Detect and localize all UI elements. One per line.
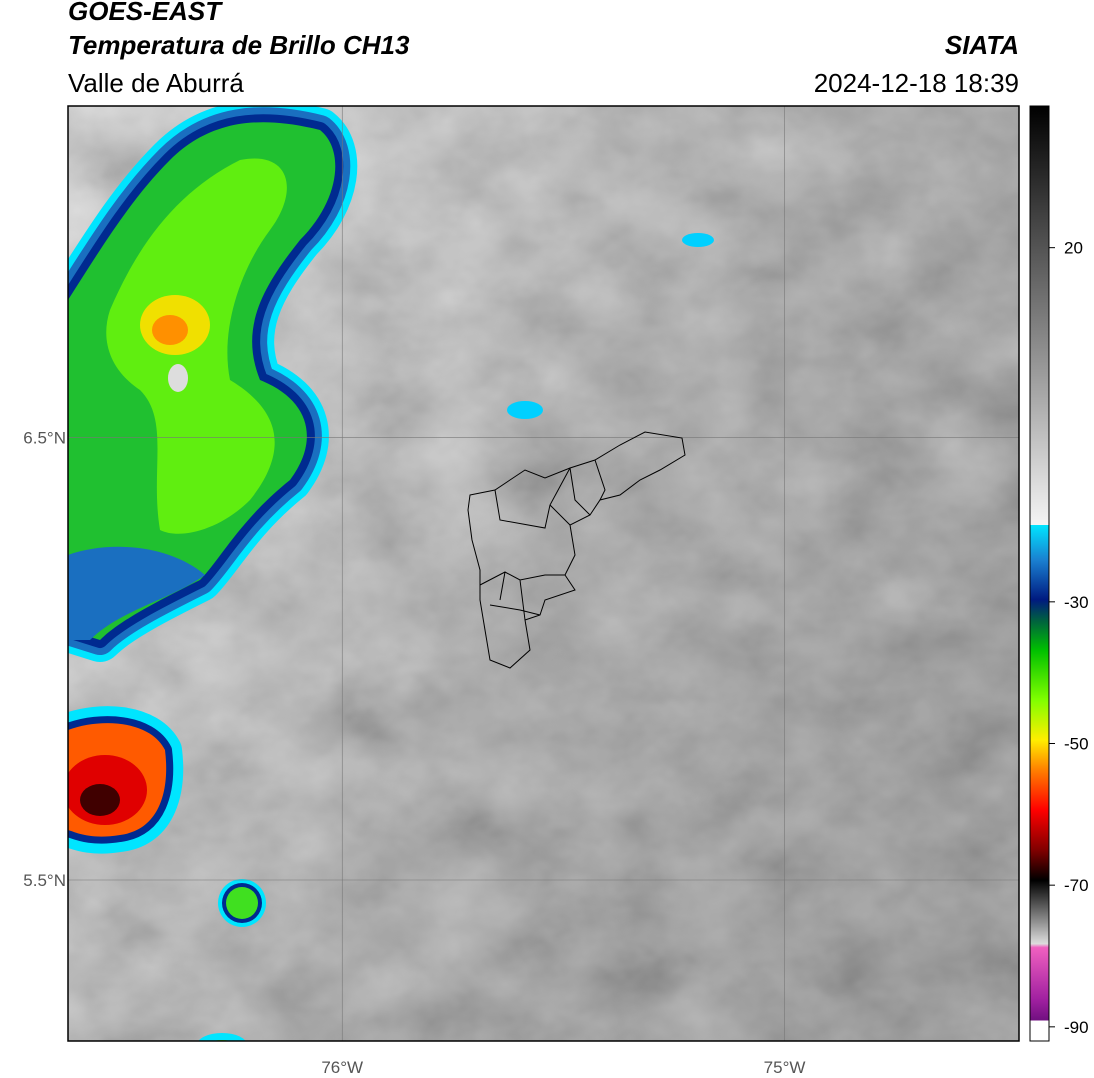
small-clouds [198, 233, 714, 1041]
grid [68, 106, 1019, 1041]
cloud-southwest [68, 706, 184, 854]
region: Valle de Aburrá [68, 68, 244, 98]
colorbar-tick-label: -30 [1064, 593, 1089, 612]
source: SIATA [945, 30, 1019, 60]
colorbar-tick-label: -50 [1064, 735, 1089, 754]
title: GOES-EAST [68, 0, 223, 26]
y-tick-label: 6.5°N [23, 429, 66, 448]
cloud-north [68, 106, 358, 662]
aburra-valley-outline [467, 431, 686, 669]
y-tick-label: 5.5°N [23, 871, 66, 890]
subtitle: Temperatura de Brillo CH13 [68, 30, 410, 60]
colorbar-tick-label: 20 [1064, 239, 1083, 258]
colorbar-tick-label: -90 [1064, 1018, 1089, 1037]
colorbar [1029, 105, 1050, 1042]
datetime: 2024-12-18 18:39 [814, 68, 1019, 98]
satellite-image [68, 106, 1019, 1041]
colorbar-tick-label: -70 [1064, 876, 1089, 895]
x-tick-label: 75°W [764, 1058, 806, 1077]
x-tick-label: 76°W [321, 1058, 363, 1077]
map-frame [67, 105, 1020, 1042]
